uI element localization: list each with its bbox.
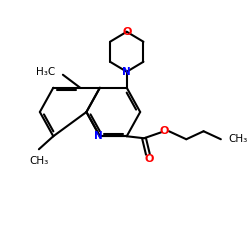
Text: N: N [122,67,131,77]
Text: CH₃: CH₃ [29,156,48,166]
Text: O: O [144,154,154,164]
Text: CH₃: CH₃ [228,134,248,144]
Text: O: O [160,126,169,136]
Text: N: N [94,131,102,141]
Text: O: O [122,27,132,37]
Text: H₃C: H₃C [36,67,55,77]
